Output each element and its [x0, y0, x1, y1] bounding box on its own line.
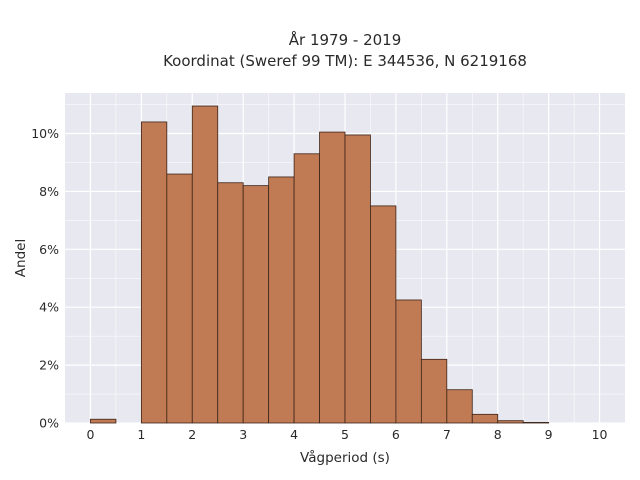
bars — [90, 105, 550, 424]
x-tick-label: 9 — [545, 427, 553, 442]
histogram-bar — [319, 131, 346, 424]
y-tick-label: 2% — [39, 358, 59, 373]
histogram-bar — [370, 205, 397, 424]
histogram-bar — [497, 420, 524, 424]
y-axis-ticks: 0% 2% 4% 6% 8% 10% — [31, 126, 59, 430]
y-tick-label: 6% — [39, 242, 59, 257]
histogram-bar — [90, 418, 117, 424]
x-tick-label: 5 — [341, 427, 349, 442]
y-tick-label: 8% — [39, 184, 59, 199]
x-tick-label: 4 — [290, 427, 298, 442]
histogram-bar — [217, 182, 244, 424]
x-tick-label: 0 — [86, 427, 94, 442]
y-tick-label: 4% — [39, 300, 59, 315]
x-tick-label: 2 — [188, 427, 196, 442]
x-tick-label: 10 — [592, 427, 608, 442]
x-axis-label: Vågperiod (s) — [300, 449, 390, 466]
x-tick-label: 7 — [443, 427, 451, 442]
histogram-bar — [191, 105, 219, 424]
histogram-bar — [420, 358, 448, 424]
histogram-bar — [140, 121, 168, 424]
histogram-bar — [242, 185, 270, 424]
histogram-bar — [293, 153, 320, 424]
x-tick-label: 1 — [137, 427, 145, 442]
x-tick-label: 3 — [239, 427, 247, 442]
histogram-bar — [471, 413, 499, 424]
histogram-bar — [344, 134, 371, 424]
y-tick-label: 0% — [39, 416, 59, 431]
histogram-bar — [522, 422, 550, 424]
chart-title-line-1: År 1979 - 2019 — [289, 30, 402, 49]
histogram-bar — [446, 389, 473, 424]
x-tick-label: 8 — [494, 427, 502, 442]
chart-title-line-2: Koordinat (Sweref 99 TM): E 344536, N 62… — [163, 52, 527, 70]
histogram-bar — [166, 173, 193, 424]
histogram-bar — [395, 299, 422, 424]
y-tick-label: 10% — [31, 126, 59, 141]
x-tick-label: 6 — [392, 427, 400, 442]
histogram-bar — [268, 176, 295, 424]
y-axis-label: Andel — [13, 239, 29, 277]
x-axis-ticks: 0 1 2 3 4 5 6 7 8 9 10 — [86, 427, 607, 442]
